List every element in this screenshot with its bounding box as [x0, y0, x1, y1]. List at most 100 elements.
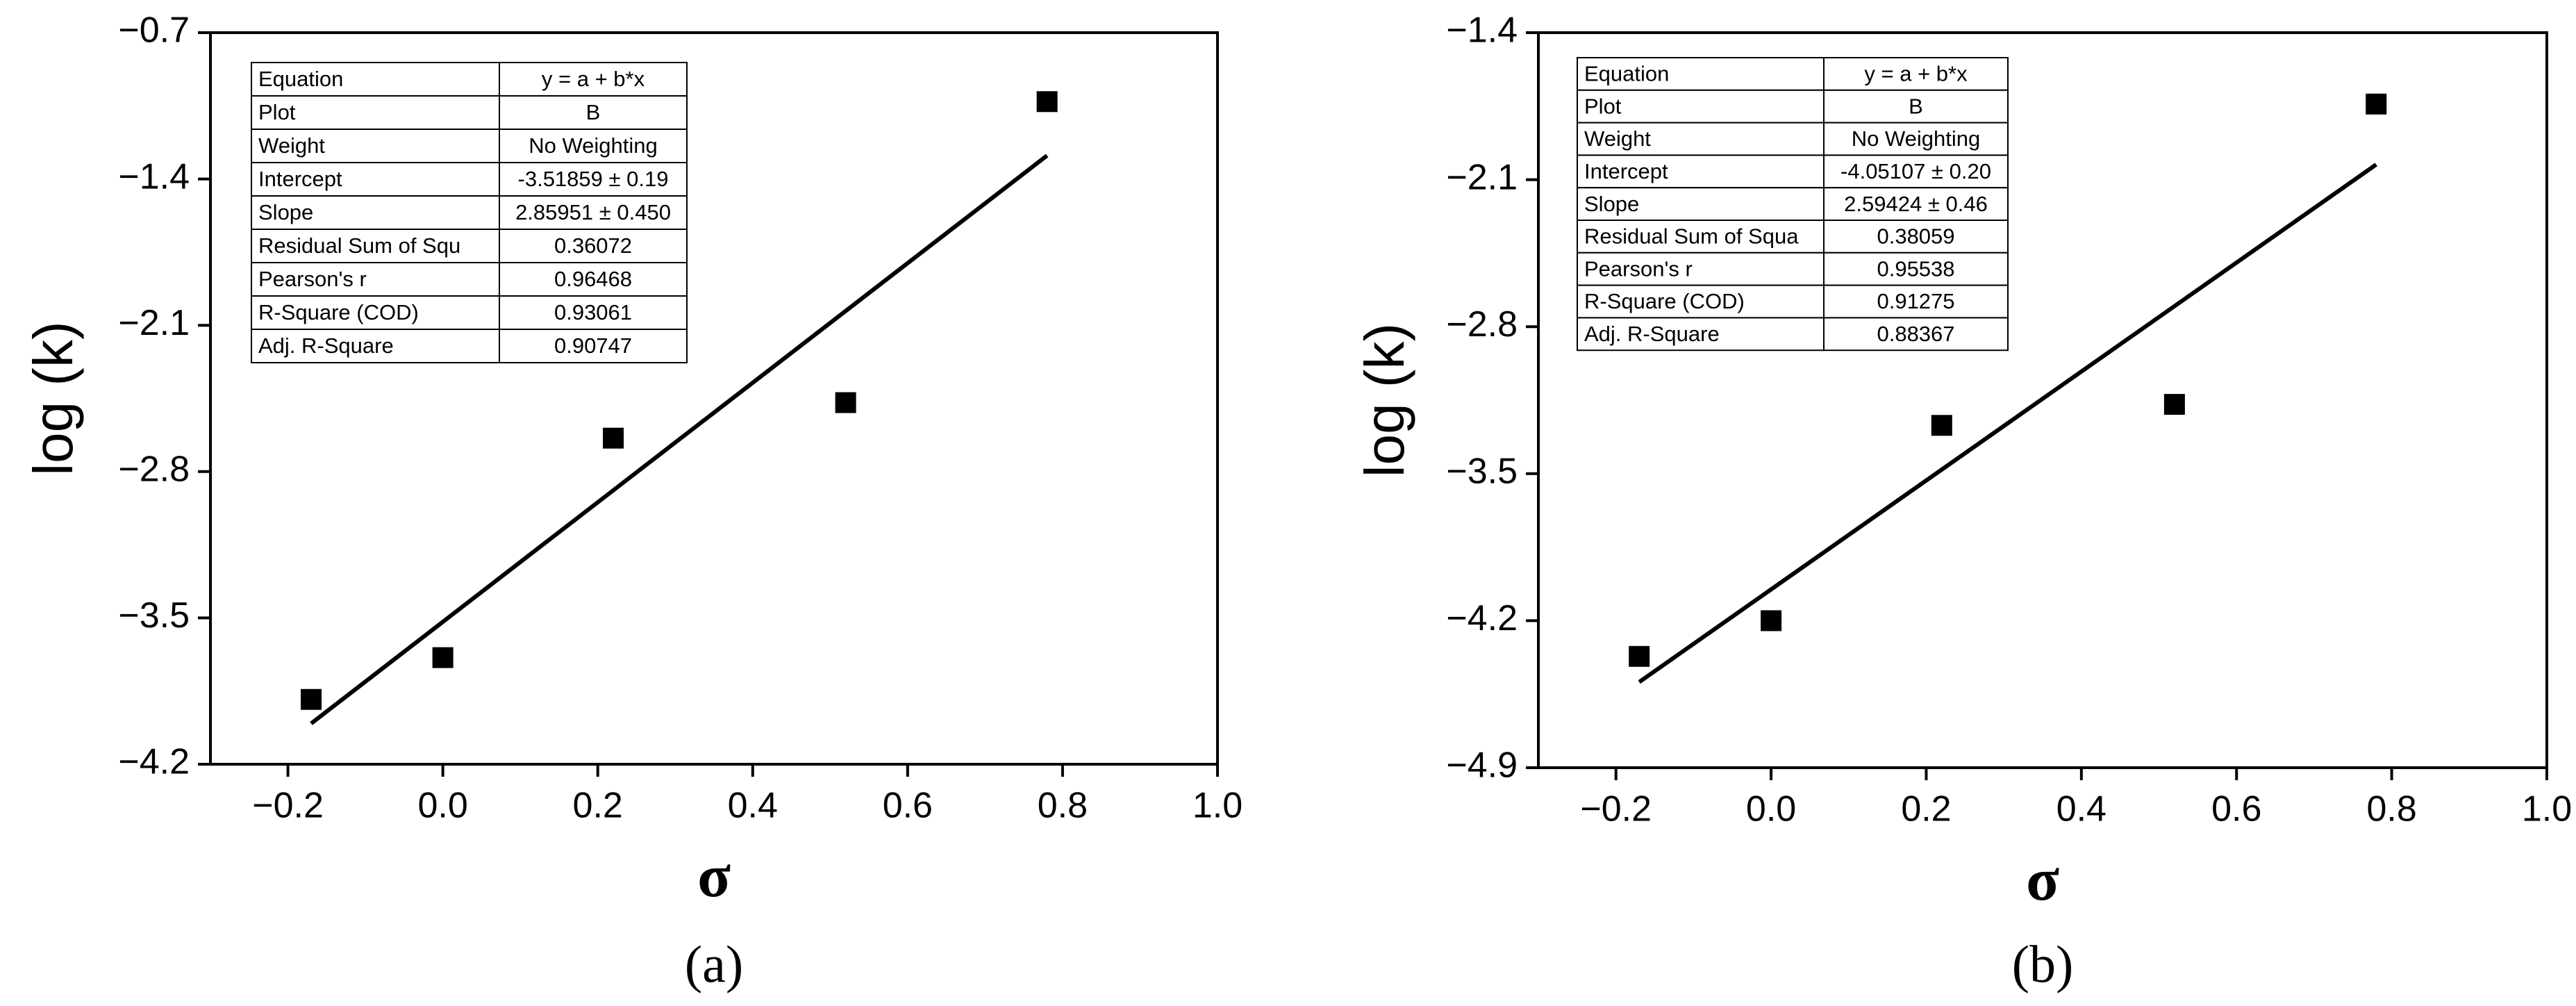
y-axis-title: log (k) [1354, 323, 1415, 477]
table-cell [499, 129, 688, 163]
table-cell [1577, 57, 1825, 91]
table-cell [1577, 317, 1825, 352]
table-cell [251, 195, 500, 230]
x-tick-label: 1.0 [1193, 786, 1243, 826]
x-axis-title: σ [2026, 846, 2059, 914]
y-axis-title: log (k) [22, 321, 84, 475]
table-cell [1823, 154, 2009, 189]
table-value: 0.96468 [554, 267, 632, 291]
table-cell [251, 95, 500, 130]
table-value: 0.36072 [554, 233, 632, 258]
fit-line [310, 154, 1049, 725]
x-tick-label: 0.0 [417, 786, 467, 826]
data-point [432, 647, 454, 668]
table-cell [499, 195, 688, 230]
x-tick-label: 0.2 [573, 786, 623, 826]
table-cell [499, 95, 688, 130]
table-value: B [1909, 94, 1923, 118]
table-value: 0.93061 [554, 300, 632, 324]
table-cell [499, 162, 688, 197]
data-point [2163, 394, 2185, 415]
table-value: 0.38059 [1877, 224, 1954, 249]
x-tick-label: 0.6 [883, 786, 933, 826]
x-tick-label: 0.4 [2056, 789, 2106, 830]
table-cell [1823, 57, 2009, 91]
table-key: Intercept [1584, 159, 1668, 183]
data-point [2366, 93, 2387, 115]
x-tick-label: −0.2 [252, 786, 324, 826]
data-point [1931, 415, 1952, 436]
table-cell [1823, 89, 2009, 124]
panel-label: (b) [2012, 935, 2074, 993]
table-value: No Weighting [529, 133, 658, 158]
table-key: Residual Sum of Squ [258, 233, 460, 258]
table-key: Pearson's r [258, 267, 367, 291]
fit-table: Equation y = a + b*x Plot B Weight No Weighti… [1577, 57, 2009, 352]
table-cell [251, 262, 500, 297]
x-axis-title: σ [697, 843, 731, 910]
panel-label: (a) [685, 935, 743, 993]
table-value: No Weighting [1852, 126, 1981, 151]
table-key: Intercept [258, 167, 342, 191]
fit-table: Equation y = a + b*x Plot B Weight No Weighti… [251, 62, 688, 363]
y-tick-label: −3.5 [1446, 452, 1518, 492]
y-tick-label: −4.9 [1446, 745, 1518, 786]
table-key: Slope [1584, 192, 1639, 216]
table-value: y = a + b*x [542, 67, 645, 91]
x-tick-label: 0.8 [1038, 786, 1088, 826]
table-value: -3.51859 ± 0.19 [518, 167, 669, 191]
y-tick-label: −4.2 [118, 742, 190, 782]
table-key: Weight [258, 133, 325, 158]
table-cell [1577, 89, 1825, 124]
table-key: Equation [1584, 62, 1669, 86]
table-cell [251, 295, 500, 330]
y-tick-label: −2.8 [1446, 304, 1518, 345]
x-tick-label: 0.4 [728, 786, 778, 826]
table-cell [499, 329, 688, 363]
table-value: 2.85951 ± 0.450 [515, 200, 671, 224]
y-tick-label: −1.4 [118, 156, 190, 197]
data-point [603, 427, 624, 449]
table-key: Pearson's r [1584, 256, 1693, 281]
x-tick-label: 0.0 [1746, 789, 1796, 830]
y-tick-label: −1.4 [1446, 10, 1518, 51]
table-cell [1823, 122, 2009, 156]
y-tick-label: −2.1 [118, 303, 190, 343]
table-value: y = a + b*x [1864, 62, 1968, 86]
table-value: 0.95538 [1877, 256, 1954, 281]
x-tick-label: −0.2 [1580, 789, 1652, 830]
table-key: Adj. R-Square [258, 333, 394, 358]
table-cell [499, 229, 688, 263]
plot-frame [1537, 31, 2548, 769]
table-cell [251, 62, 500, 97]
table-value: -4.05107 ± 0.20 [1840, 159, 1991, 183]
table-key: Residual Sum of Squa [1584, 224, 1799, 249]
fit-line [1638, 163, 2378, 684]
table-cell [1823, 220, 2009, 254]
table-value: 0.88367 [1877, 322, 1954, 346]
table-key: R-Square (COD) [1584, 289, 1745, 313]
table-key: R-Square (COD) [258, 300, 419, 324]
table-value: 2.59424 ± 0.46 [1844, 192, 1988, 216]
table-cell [251, 329, 500, 363]
x-tick-label: 0.6 [2211, 789, 2261, 830]
table-key: Slope [258, 200, 313, 224]
table-cell [1823, 317, 2009, 352]
table-value: 0.91275 [1877, 289, 1954, 313]
table-cell [1577, 187, 1825, 222]
table-cell [251, 229, 500, 263]
table-cell [1823, 187, 2009, 222]
table-value: 0.90747 [554, 333, 632, 358]
table-key: Adj. R-Square [1584, 322, 1720, 346]
table-key: Equation [258, 67, 343, 91]
table-cell [1577, 252, 1825, 286]
table-cell [499, 295, 688, 330]
y-tick-label: −4.2 [1446, 598, 1518, 638]
table-value: B [586, 100, 601, 124]
plot-frame [209, 31, 1219, 766]
table-cell [499, 262, 688, 297]
data-point [1761, 610, 1782, 632]
data-point [1629, 645, 1650, 667]
